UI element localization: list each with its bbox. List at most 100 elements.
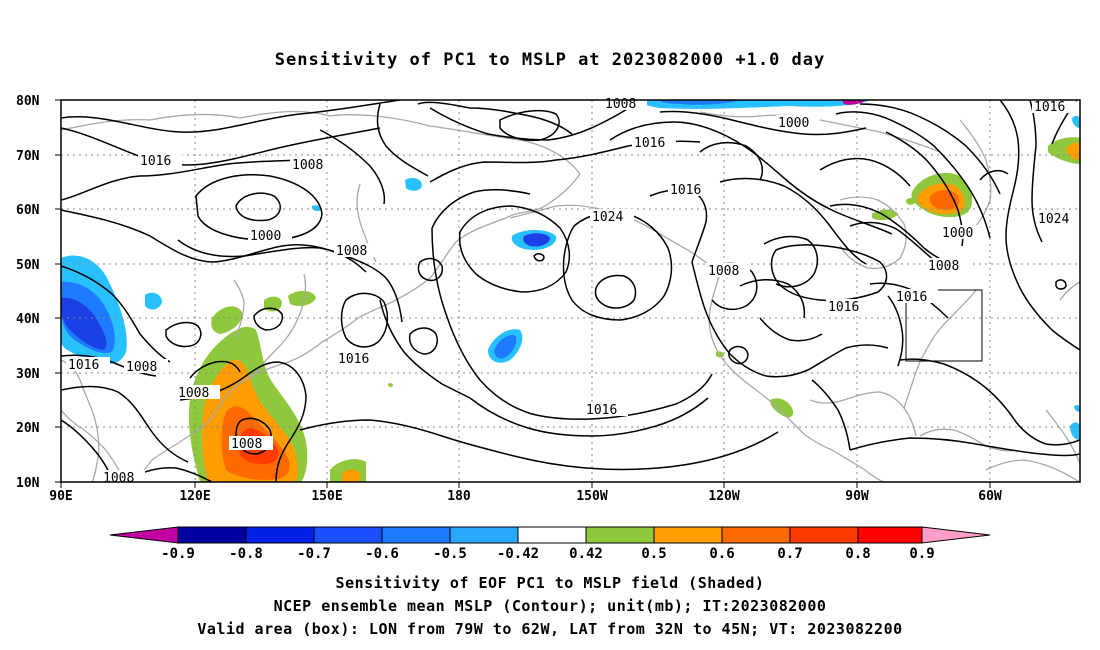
isobar — [61, 354, 157, 377]
svg-text:1000: 1000 — [250, 229, 281, 244]
isobar — [770, 244, 888, 302]
svg-text:1016: 1016 — [1034, 100, 1065, 115]
isobar — [887, 295, 904, 367]
isobar — [1005, 235, 1080, 351]
isobar — [594, 274, 637, 309]
isobar — [763, 235, 819, 288]
coast-west-africa — [1045, 409, 1080, 465]
shade-neg-east1 — [1072, 115, 1080, 128]
axis-ticks — [55, 99, 991, 488]
colorbar-bin — [653, 526, 723, 544]
lon-label-60w: 60W — [978, 489, 1002, 504]
svg-text:1016: 1016 — [670, 183, 701, 198]
isobar — [728, 345, 749, 365]
shade-pos-arctic-pink — [842, 100, 866, 105]
lat-label-50n: 50N — [16, 258, 40, 273]
contour-label: 1024 — [590, 209, 634, 225]
contour-label: 1000 — [776, 115, 820, 131]
contour-label: 1008 — [124, 359, 168, 375]
isobar — [765, 344, 889, 378]
svg-text:1016: 1016 — [338, 352, 369, 367]
contour-label: 1016 — [894, 289, 938, 305]
lat-labels: 80N 70N 60N 50N 40N 30N 20N 10N — [16, 94, 40, 491]
isobar — [431, 227, 713, 420]
lon-label-90w: 90W — [845, 489, 869, 504]
svg-text:1016: 1016 — [896, 290, 927, 305]
colorbar-label: 0.9 — [909, 546, 934, 562]
colorbar-bin — [517, 526, 587, 544]
contour-label: 1024 — [1036, 211, 1080, 227]
contour-label: 1008 — [290, 157, 334, 173]
coast-gulf — [809, 391, 917, 437]
isobar — [649, 189, 708, 263]
isobar — [165, 321, 202, 348]
svg-text:1008: 1008 — [336, 244, 367, 259]
svg-text:1016: 1016 — [828, 300, 859, 315]
svg-text:1024: 1024 — [1038, 212, 1069, 227]
lat-label-10n: 10N — [16, 476, 40, 491]
isobar — [61, 209, 403, 323]
isobar — [499, 109, 560, 142]
contour-label: 1008 — [334, 243, 378, 259]
colorbar-label: -0.7 — [297, 546, 331, 562]
contour-label: 1016 — [584, 402, 628, 418]
coast-asia-east — [321, 173, 581, 343]
colorbar-end-right — [921, 526, 991, 544]
colorbar-label: -0.8 — [229, 546, 263, 562]
contour-label: 1008 — [176, 385, 220, 401]
colorbar-bin — [585, 526, 655, 544]
lat-label-30n: 30N — [16, 367, 40, 382]
isobar — [849, 221, 937, 263]
caption-line-1: Sensitivity of EOF PC1 to MSLP field (Sh… — [335, 574, 765, 592]
colorbar-bin — [313, 526, 383, 544]
shade-pos-wp-top3 — [288, 290, 316, 306]
lon-label-150w: 150W — [576, 489, 607, 504]
isobar — [61, 100, 401, 133]
colorbar — [109, 526, 991, 544]
shade-neg-east3 — [1074, 404, 1080, 412]
isobar — [319, 129, 386, 205]
contour-label: 1000 — [940, 225, 984, 241]
colorbar-label: 0.42 — [569, 546, 603, 562]
contour-label: 1016 — [336, 351, 380, 367]
contour-label: 1008 — [926, 258, 970, 274]
shade-pos-mex3 — [388, 382, 393, 388]
isobar — [719, 177, 867, 265]
svg-text:1008: 1008 — [126, 360, 157, 375]
isobar — [819, 157, 911, 187]
svg-text:1008: 1008 — [178, 386, 209, 401]
colorbar-label: -0.42 — [497, 546, 539, 562]
colorbar-bin — [449, 526, 519, 544]
lat-label-20n: 20N — [16, 421, 40, 436]
isobar — [61, 127, 381, 166]
colorbar-bin — [381, 526, 451, 544]
coast-japan — [249, 273, 307, 381]
colorbar-bin — [721, 526, 791, 544]
shade-pos-wp-small-core — [342, 469, 360, 482]
colorbar-label: 0.5 — [641, 546, 666, 562]
isobar — [458, 205, 571, 293]
shade-neg-arctic-core — [660, 100, 740, 105]
isobar-contours — [61, 100, 1080, 482]
svg-text:1008: 1008 — [231, 437, 262, 452]
isobar — [469, 397, 709, 437]
contour-label: 1016 — [66, 357, 110, 373]
contour-label: 1016 — [668, 182, 712, 198]
lon-label-150e: 150E — [311, 489, 342, 504]
isobar — [61, 157, 321, 201]
shade-neg-west-dark — [61, 297, 107, 350]
coast-east-na — [903, 289, 977, 409]
isobar — [659, 110, 867, 136]
isobar — [376, 103, 429, 177]
colorbar-bin — [857, 526, 923, 544]
svg-text:1008: 1008 — [103, 471, 134, 486]
lat-label-40n: 40N — [16, 312, 40, 327]
coast-hudson — [839, 196, 907, 270]
isobar — [759, 317, 823, 342]
coast-asia-north — [61, 110, 581, 175]
isobar — [61, 265, 171, 363]
colorbar-bin — [245, 526, 315, 544]
shade-pos-wp-top1 — [211, 306, 243, 334]
svg-text:1000: 1000 — [942, 226, 973, 241]
